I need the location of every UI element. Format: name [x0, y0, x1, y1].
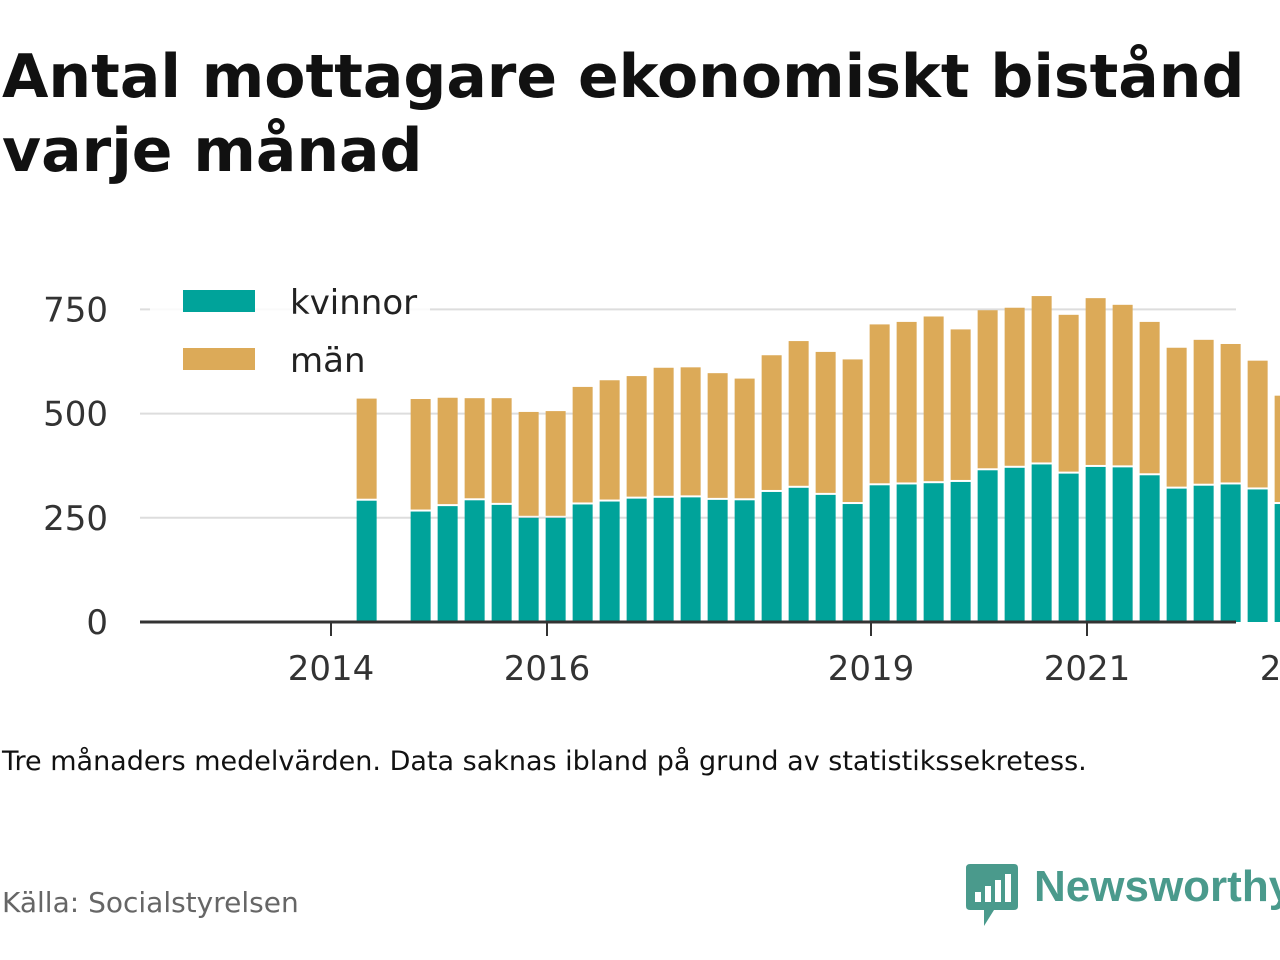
bars [356, 296, 1280, 622]
bar-kvinnor [1112, 467, 1133, 622]
x-axis: 2014 2016 2019 2021 2023 [140, 620, 1280, 689]
bar-kvinnor [1247, 489, 1268, 622]
bar-kvinnor [1004, 467, 1025, 622]
bar-man [410, 399, 431, 510]
bar-kvinnor [923, 483, 944, 622]
bar-man [1166, 347, 1187, 487]
bar-man [356, 398, 377, 499]
bar-man [1247, 360, 1268, 488]
bar-kvinnor [572, 504, 593, 622]
stacked-bar-chart: 0 250 500 750 2014 2016 2019 2021 2023 kvinnor m… [43, 278, 1280, 689]
bar-kvinnor [815, 494, 836, 622]
bar-chart-speech-bubble-icon [966, 864, 1018, 926]
chart-title: Antal mottagare ekonomiskt bistånd varje… [2, 42, 1245, 186]
bar-man [545, 411, 566, 516]
bar-man [437, 397, 458, 505]
bar-man [977, 310, 998, 469]
bar-kvinnor [599, 501, 620, 622]
legend-swatch [183, 290, 255, 312]
bar-kvinnor [626, 498, 647, 622]
legend-label: kvinnor [290, 283, 417, 323]
bar-man [842, 359, 863, 503]
legend-label: män [290, 341, 366, 381]
bar-kvinnor [1085, 466, 1106, 622]
x-tick-label: 2021 [1044, 649, 1131, 689]
bar-kvinnor [464, 500, 485, 622]
bar-kvinnor [734, 500, 755, 622]
bar-man [734, 378, 755, 499]
bar-man [1193, 339, 1214, 484]
bar-kvinnor [437, 506, 458, 622]
bar-kvinnor [977, 470, 998, 622]
bar-man [1112, 304, 1133, 466]
bar-man [464, 398, 485, 499]
bar-man [896, 321, 917, 483]
bar-man [680, 367, 701, 496]
bar-kvinnor [518, 517, 539, 622]
bar-man [761, 355, 782, 490]
bar-kvinnor [1193, 485, 1214, 622]
x-tick-label: 2014 [288, 649, 375, 689]
y-axis-ticks: 0 250 500 750 [43, 290, 108, 643]
bar-man [1058, 314, 1079, 472]
bar-kvinnor [788, 487, 809, 622]
y-tick-label: 250 [43, 499, 108, 539]
x-tick-label: 2019 [828, 649, 915, 689]
bar-man [626, 376, 647, 497]
bar-kvinnor [1031, 464, 1052, 622]
bar-man [1139, 321, 1160, 474]
bar-kvinnor [545, 517, 566, 622]
bar-man [1085, 298, 1106, 465]
bar-man [815, 351, 836, 493]
bar-kvinnor [1058, 473, 1079, 622]
bar-man [491, 398, 512, 503]
bar-kvinnor [707, 499, 728, 622]
brand-logo: Newsworthy [962, 858, 1280, 928]
bar-man [518, 411, 539, 516]
bar-man [869, 324, 890, 484]
bar-kvinnor [1220, 484, 1241, 622]
bar-kvinnor [842, 504, 863, 622]
bar-kvinnor [1166, 488, 1187, 622]
bar-man [1220, 343, 1241, 483]
bar-kvinnor [1274, 504, 1280, 622]
bar-kvinnor [680, 497, 701, 622]
bar-man [1274, 395, 1280, 503]
bar-kvinnor [896, 484, 917, 622]
bar-man [1031, 296, 1052, 463]
bar-kvinnor [950, 481, 971, 622]
bar-man [653, 367, 674, 496]
legend: kvinnor män [150, 278, 430, 390]
bar-kvinnor [869, 485, 890, 622]
bar-man [1004, 307, 1025, 466]
bar-kvinnor [653, 497, 674, 622]
bar-kvinnor [410, 511, 431, 622]
y-tick-label: 750 [43, 290, 108, 330]
bar-man [950, 329, 971, 480]
y-tick-label: 500 [43, 395, 108, 435]
bar-man [707, 373, 728, 498]
bar-kvinnor [1139, 475, 1160, 622]
source-credit: Källa: Socialstyrelsen [2, 886, 299, 919]
bar-man [572, 386, 593, 503]
bar-kvinnor [491, 504, 512, 622]
chart-note: Tre månaders medelvärden. Data saknas ib… [2, 746, 1087, 777]
x-tick-label: 2023 [1260, 649, 1280, 689]
x-tick-label: 2016 [504, 649, 591, 689]
bar-man [599, 380, 620, 500]
bar-kvinnor [761, 491, 782, 622]
y-tick-label: 0 [86, 603, 108, 643]
bar-kvinnor [356, 500, 377, 622]
bar-man [788, 341, 809, 486]
legend-swatch [183, 348, 255, 370]
brand-name: Newsworthy [1034, 862, 1280, 911]
bar-man [923, 316, 944, 482]
